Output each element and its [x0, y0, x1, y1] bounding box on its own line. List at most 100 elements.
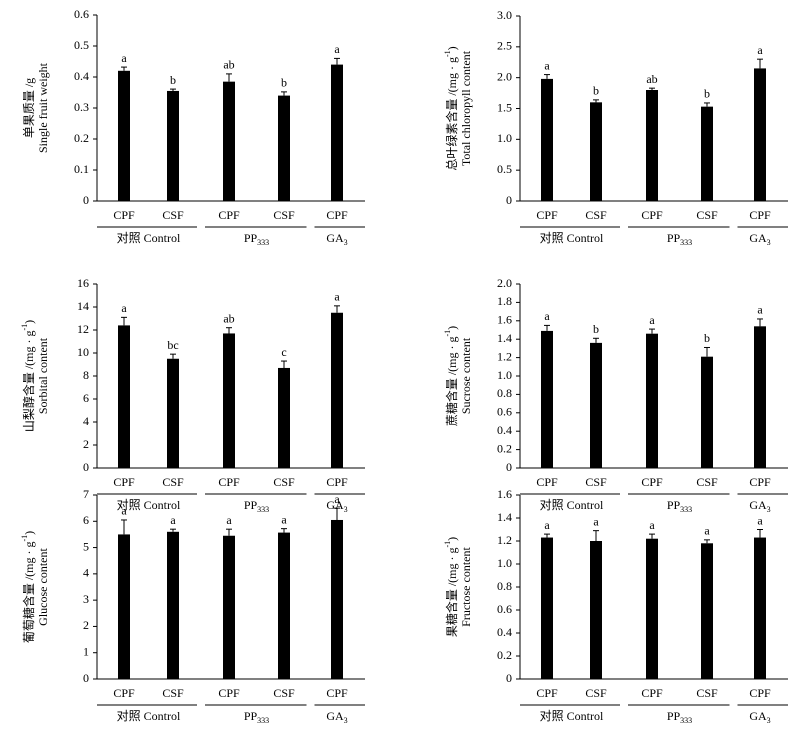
- significance-label: b: [170, 73, 176, 87]
- significance-label: a: [334, 492, 340, 506]
- x-tick-label: CPF: [326, 686, 348, 700]
- y-tick-label: 0.4: [497, 625, 512, 639]
- y-label: 山梨醇含量 /(mg · g-1): [20, 320, 35, 432]
- text-part: ): [445, 46, 459, 50]
- significance-label: a: [226, 513, 232, 527]
- x-tick-label: CSF: [696, 208, 718, 222]
- y-tick-label: 2.0: [497, 69, 512, 83]
- y-tick-label: 2.0: [497, 276, 512, 290]
- text-part: 333: [680, 505, 692, 514]
- y-label: 单果质量 /g: [22, 78, 36, 138]
- group-label: PP333: [667, 709, 692, 726]
- x-tick-label: CPF: [749, 208, 771, 222]
- group-label: PP333: [244, 498, 269, 515]
- x-tick-label: CSF: [273, 208, 295, 222]
- y-tick-label: 1.4: [497, 510, 512, 524]
- bar: [646, 90, 658, 201]
- x-tick-label: CPF: [113, 686, 135, 700]
- y-label: Total chloropyll content: [459, 50, 473, 166]
- y-tick-label: 3.0: [497, 8, 512, 22]
- text-part: 333: [257, 505, 269, 514]
- bar: [223, 81, 235, 201]
- text-part: 3: [767, 505, 771, 514]
- x-tick-label: CSF: [162, 475, 184, 489]
- y-tick-label: 2.5: [497, 39, 512, 53]
- y-tick-label: 7: [83, 487, 89, 501]
- bar: [278, 367, 290, 468]
- group-label: 对照 Control: [117, 498, 181, 512]
- y-tick-label: 1.5: [497, 100, 512, 114]
- significance-label: a: [121, 51, 127, 65]
- group-label: GA3: [749, 231, 770, 248]
- y-tick-label: 1.0: [497, 368, 512, 382]
- y-tick-label: 0.6: [497, 602, 512, 616]
- y-tick-label: 0.4: [74, 69, 89, 83]
- y-tick-label: 0: [506, 460, 512, 474]
- text-part: ): [445, 326, 459, 330]
- text-part: -1: [443, 330, 452, 337]
- y-tick-label: 0: [506, 193, 512, 207]
- significance-label: a: [757, 43, 763, 57]
- x-tick-label: CSF: [273, 475, 295, 489]
- x-tick-label: CSF: [696, 475, 718, 489]
- x-tick-label: CPF: [218, 686, 240, 700]
- group-label: GA3: [326, 709, 347, 726]
- x-tick-label: CSF: [162, 686, 184, 700]
- y-tick-label: 0.3: [74, 100, 89, 114]
- y-tick-label: 0.8: [497, 386, 512, 400]
- bar: [701, 106, 713, 201]
- y-tick-label: 1.6: [497, 313, 512, 327]
- bar: [541, 78, 553, 201]
- text-part: 对照 Control: [117, 709, 181, 723]
- panel: 0 0.1 0.2 0.3 0.4 0.5 0.6 单果质量 /g Single fruit w…: [22, 7, 365, 247]
- x-tick-label: CPF: [113, 208, 135, 222]
- text-part: 对照 Control: [540, 709, 604, 723]
- text-part: Fructose content: [459, 547, 473, 627]
- y-tick-label: 8: [83, 368, 89, 382]
- text-part: 333: [680, 716, 692, 725]
- text-part: 果糖含量 /(mg · g: [444, 548, 459, 638]
- y-tick-label: 0.2: [497, 648, 512, 662]
- text-part: 3: [344, 716, 348, 725]
- significance-label: a: [544, 58, 550, 72]
- text-part: GA: [749, 231, 767, 245]
- y-label: 果糖含量 /(mg · g-1): [443, 537, 458, 637]
- text-part: -1: [20, 535, 29, 542]
- significance-label: b: [593, 322, 599, 336]
- y-tick-label: 0: [506, 671, 512, 685]
- bar: [754, 537, 766, 679]
- bar: [590, 102, 602, 201]
- y-label: 蔗糖含量 /(mg · g-1): [443, 326, 458, 426]
- significance-label: a: [121, 301, 127, 315]
- x-tick-label: CSF: [696, 686, 718, 700]
- text-part: 对照 Control: [540, 231, 604, 245]
- x-tick-label: CPF: [641, 686, 663, 700]
- x-tick-label: CPF: [218, 208, 240, 222]
- group-label: 对照 Control: [117, 709, 181, 723]
- x-tick-label: CPF: [113, 475, 135, 489]
- y-label: 总叶绿素含量 /(mg · g-1): [443, 46, 458, 170]
- y-tick-label: 1.4: [497, 331, 512, 345]
- bar: [754, 68, 766, 202]
- y-tick-label: 0.8: [497, 579, 512, 593]
- x-tick-label: CPF: [641, 475, 663, 489]
- bar: [278, 95, 290, 201]
- x-tick-label: CPF: [536, 475, 558, 489]
- text-part: Single fruit weight: [36, 62, 50, 153]
- text-part: 单果质量 /g: [22, 78, 36, 138]
- significance-label: b: [704, 87, 710, 101]
- text-part: 3: [344, 238, 348, 247]
- panel: 0 0.5 1.0 1.5 2.0 2.5 3.0 总叶绿素含量 /(mg · g-1)Tot…: [443, 8, 788, 248]
- text-part: PP: [244, 498, 258, 512]
- y-tick-label: 0.2: [497, 441, 512, 455]
- x-tick-label: CPF: [218, 475, 240, 489]
- text-part: GA: [749, 498, 767, 512]
- bar: [590, 342, 602, 468]
- text-part: -1: [443, 541, 452, 548]
- text-part: PP: [667, 709, 681, 723]
- y-label: Glucose content: [36, 548, 50, 626]
- bar: [223, 333, 235, 468]
- y-tick-label: 6: [83, 513, 89, 527]
- bar: [701, 356, 713, 468]
